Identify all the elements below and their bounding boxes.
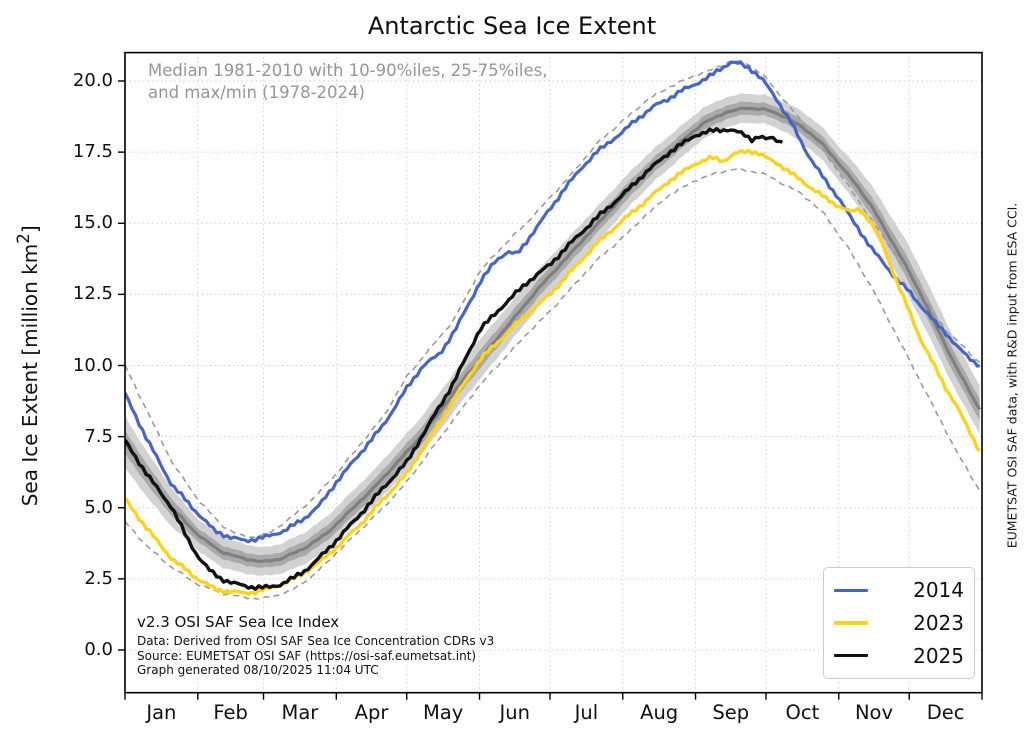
y-axis-label-superscript: 2 bbox=[14, 233, 34, 244]
x-tick-label-month: Aug bbox=[640, 700, 679, 724]
x-tick-label-month: Jun bbox=[499, 700, 530, 724]
legend-item-2014: 2014 bbox=[834, 575, 964, 605]
series-max-dashed bbox=[125, 59, 981, 539]
y-tick-label: 2.5 bbox=[84, 567, 113, 589]
y-tick-label: 20.0 bbox=[72, 70, 113, 91]
legend-label: 2014 bbox=[913, 578, 964, 603]
footnote-index-name: v2.3 OSI SAF Sea Ice Index bbox=[137, 613, 340, 631]
series-min-dashed bbox=[125, 167, 981, 600]
legend-label: 2023 bbox=[913, 610, 964, 635]
legend-item-2025: 2025 bbox=[834, 641, 964, 671]
y-tick-label: 0.0 bbox=[84, 639, 113, 660]
footnote-source-line: Source: EUMETSAT OSI SAF (https://osi-sa… bbox=[137, 648, 477, 663]
data-credit-note: EUMETSAT OSI SAF data, with R&D input fr… bbox=[1004, 202, 1020, 549]
x-tick-label-month: Sep bbox=[712, 700, 750, 724]
legend-item-2023: 2023 bbox=[834, 608, 964, 638]
y-axis-label: Sea Ice Extent [million km2] bbox=[14, 86, 42, 646]
legend-line-sample bbox=[834, 653, 868, 658]
x-tick-label-month: Apr bbox=[354, 700, 389, 724]
x-tick-label-month: Oct bbox=[785, 700, 820, 724]
footnote-generated-line: Graph generated 08/10/2025 11:04 UTC bbox=[137, 663, 379, 677]
y-tick-label: 5.0 bbox=[84, 496, 113, 518]
x-tick-label-month: Nov bbox=[854, 700, 894, 724]
y-tick-label: 7.5 bbox=[84, 425, 113, 447]
legend-label: 2025 bbox=[913, 643, 964, 668]
x-tick-label-month: Feb bbox=[213, 700, 248, 724]
legend-box: 2014 2023 2025 bbox=[823, 567, 975, 679]
y-tick-label: 15.0 bbox=[72, 212, 113, 234]
y-tick-label: 12.5 bbox=[72, 283, 113, 305]
series-2014-line bbox=[125, 60, 981, 544]
x-tick-label-month: Mar bbox=[281, 700, 319, 724]
y-tick-label: 17.5 bbox=[72, 141, 113, 163]
annotation-line-2: and max/min (1978-2024) bbox=[148, 83, 365, 102]
x-tick-label-month: Dec bbox=[926, 700, 965, 724]
legend-line-sample bbox=[834, 621, 868, 625]
band-10-90-percentile bbox=[125, 93, 980, 576]
x-tick-label-month: May bbox=[422, 700, 464, 724]
footnote-block: v2.3 OSI SAF Sea Ice Index Data: Derived… bbox=[137, 613, 494, 678]
footnote-data-line: Data: Derived from OSI SAF Sea Ice Conce… bbox=[137, 634, 495, 648]
series-median-line bbox=[125, 106, 982, 564]
axes-frame bbox=[124, 51, 983, 694]
annotation-line-1: Median 1981-2010 with 10-90%iles, 25-75%… bbox=[148, 61, 548, 80]
y-axis-label-bracket: ] bbox=[17, 225, 42, 234]
legend-line-sample bbox=[834, 588, 868, 593]
chart-title: Antarctic Sea Ice Extent bbox=[367, 12, 657, 40]
x-tick-label-month: Jan bbox=[146, 700, 177, 724]
band-25-75-percentile bbox=[125, 101, 980, 568]
series-2025-line bbox=[125, 127, 783, 591]
y-tick-label: 10.0 bbox=[72, 354, 113, 376]
x-tick-label-month: Jul bbox=[574, 700, 599, 724]
percentile-annotation: Median 1981-2010 with 10-90%iles, 25-75%… bbox=[148, 60, 548, 104]
y-axis-label-text: Sea Ice Extent [million km bbox=[17, 243, 42, 507]
